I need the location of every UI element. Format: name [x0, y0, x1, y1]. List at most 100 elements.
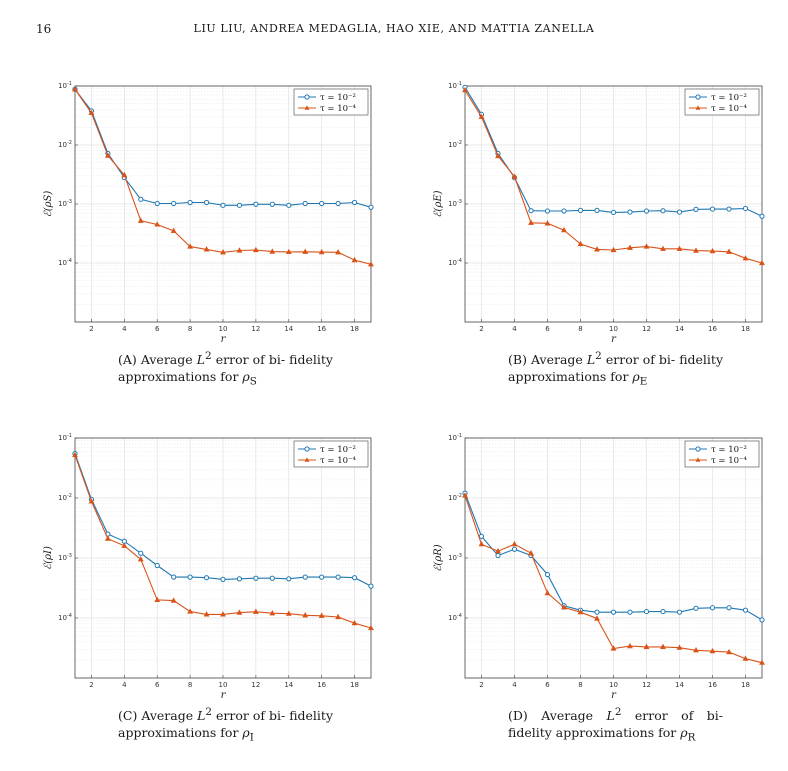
data-point-circle — [154, 562, 160, 569]
data-point-circle — [351, 199, 358, 206]
legend-marker-triangle — [695, 457, 701, 462]
legend-label: τ = 10⁻² — [320, 445, 356, 455]
data-point-triangle — [643, 643, 650, 649]
y-axis-label: ℰ(ρE) — [433, 190, 444, 217]
x-tick-label: 14 — [284, 325, 293, 333]
x-tick-label: 2 — [89, 681, 93, 689]
data-point-circle — [302, 200, 308, 207]
caption-d-L: L — [606, 708, 615, 724]
x-tick-label: 18 — [741, 325, 750, 333]
data-point-triangle — [368, 624, 374, 631]
data-point-triangle — [72, 86, 78, 92]
y-axis-label: ℰ(ρI) — [43, 546, 54, 570]
data-point-circle — [594, 609, 600, 615]
data-point-circle — [643, 208, 650, 214]
data-point-triangle — [478, 113, 485, 119]
x-axis-label: r — [611, 334, 617, 345]
x-tick-label: 6 — [545, 325, 550, 333]
x-tick-label: 4 — [122, 325, 127, 333]
y-tick-label: 10-2 — [58, 140, 72, 149]
data-point-triangle — [511, 173, 518, 179]
data-point-circle — [742, 607, 749, 613]
y-tick-label: 10-1 — [448, 433, 462, 442]
x-axis-label: r — [611, 690, 617, 701]
data-point-triangle — [220, 249, 226, 255]
caption-b-L: L — [586, 352, 596, 368]
data-point-triangle — [170, 597, 177, 603]
x-tick-label: 6 — [155, 681, 160, 689]
data-point-triangle — [203, 611, 210, 617]
data-point-triangle — [351, 619, 358, 626]
data-point-triangle — [137, 556, 144, 562]
caption-c-line2: fidelity approximations for — [118, 708, 334, 741]
data-point-circle — [319, 200, 325, 207]
data-point-circle — [286, 576, 292, 582]
caption-c-text: Average — [141, 708, 194, 724]
x-tick-label: 10 — [609, 681, 618, 689]
legend: τ = 10⁻²τ = 10⁻⁴ — [684, 440, 760, 468]
data-point-circle — [544, 571, 551, 578]
caption-c-sup: 2 — [205, 706, 213, 718]
caption-d-label: (D) — [508, 708, 528, 724]
data-point-circle — [709, 605, 716, 611]
x-tick-label: 12 — [642, 681, 651, 689]
data-point-circle — [627, 209, 633, 215]
data-point-circle — [693, 605, 699, 611]
x-tick-label: 2 — [479, 325, 483, 333]
data-point-circle — [351, 575, 358, 581]
legend-label: τ = 10⁻⁴ — [320, 104, 357, 114]
data-point-triangle — [285, 610, 292, 616]
caption-d-text: Average — [541, 708, 594, 724]
data-point-triangle — [104, 152, 111, 158]
data-point-triangle — [335, 613, 342, 620]
caption-d-sup: 2 — [614, 706, 622, 718]
data-point-circle — [676, 609, 683, 615]
y-tick-label: 10-1 — [448, 81, 462, 90]
y-tick-label: 10-3 — [448, 199, 462, 208]
y-tick-label: 10-1 — [58, 81, 72, 90]
x-tick-label: 4 — [122, 681, 127, 689]
x-tick-label: 14 — [675, 325, 684, 333]
data-point-circle — [511, 546, 518, 552]
data-point-triangle — [511, 540, 518, 547]
data-point-triangle — [187, 243, 194, 249]
data-point-circle — [676, 209, 683, 215]
caption-c-rho: ρ — [242, 725, 250, 741]
data-point-triangle — [236, 609, 243, 615]
x-tick-label: 18 — [350, 325, 359, 333]
data-point-triangle — [627, 642, 633, 649]
legend-marker-circle — [304, 446, 310, 452]
caption-a-sup: 2 — [205, 350, 212, 362]
data-point-circle — [335, 200, 341, 207]
data-point-triangle — [220, 611, 226, 617]
data-point-circle — [187, 199, 193, 206]
caption-b-line2: fidelity approximations for — [508, 352, 724, 385]
data-point-circle — [693, 206, 699, 212]
data-point-circle — [726, 605, 732, 611]
caption-d-sub: R — [687, 731, 696, 744]
x-tick-label: 10 — [609, 325, 618, 333]
data-point-triangle — [660, 643, 666, 649]
data-point-triangle — [561, 604, 567, 610]
legend-label: τ = 10⁻⁴ — [711, 456, 748, 466]
data-point-triangle — [318, 248, 325, 255]
data-point-triangle — [561, 226, 567, 233]
data-point-circle — [187, 574, 193, 580]
caption-b-text: Average — [531, 352, 583, 368]
data-point-circle — [478, 533, 485, 539]
x-tick-label: 6 — [155, 325, 160, 333]
x-tick-label: 12 — [642, 325, 651, 333]
data-point-triangle — [252, 246, 259, 253]
y-tick-label: 10-4 — [448, 258, 462, 267]
data-point-triangle — [709, 247, 716, 254]
y-tick-label: 10-2 — [448, 493, 462, 502]
data-point-circle — [154, 200, 160, 207]
caption-c-label: (C) — [118, 708, 138, 724]
legend-marker-circle — [695, 94, 701, 100]
y-tick-label: 10-4 — [448, 613, 462, 622]
data-point-triangle — [577, 608, 584, 615]
data-point-triangle — [88, 498, 95, 504]
data-point-triangle — [72, 451, 78, 458]
data-point-triangle — [121, 542, 128, 548]
data-point-triangle — [203, 246, 210, 252]
